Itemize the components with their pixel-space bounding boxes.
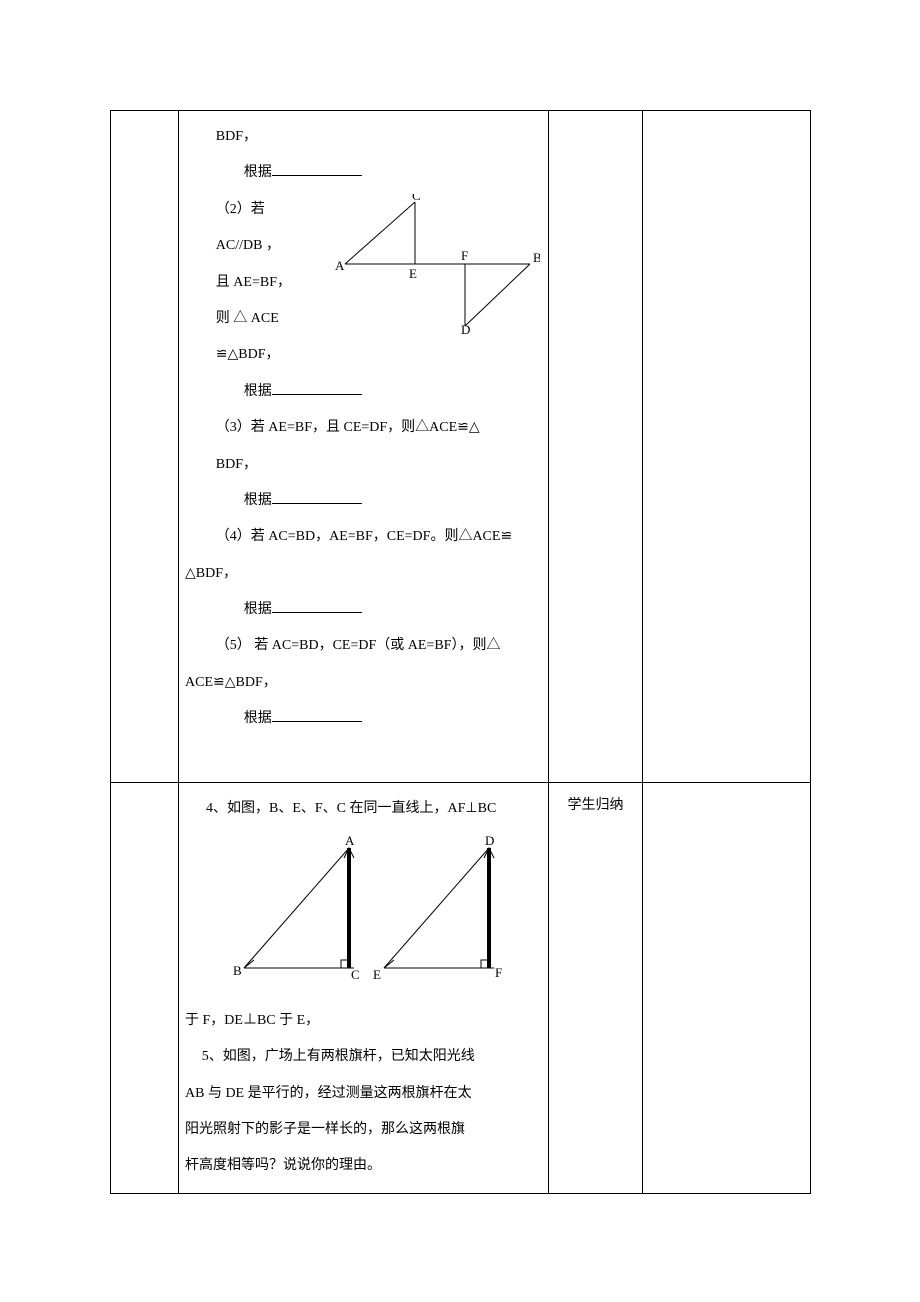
p3: （3）若 AE=BF，且 CE=DF，则△ACE≌△ (185, 410, 542, 446)
label2-B: B (233, 963, 242, 978)
p5: （5） 若 AC=BD，CE=DF（或 AE=BF），则△ (185, 628, 542, 664)
label2-C: C (351, 967, 360, 982)
col3-r2-text: 学生归纳 (549, 783, 642, 830)
col2-r2: 4、如图，B、E、F、C 在同一直线上，AF⊥BC (179, 783, 549, 1194)
q5a: 5、如图，广场上有两根旗杆，已知太阳光线 (185, 1039, 542, 1075)
genju-label-5: 根据 (244, 711, 272, 726)
col1-r1 (111, 111, 179, 783)
label2-A: A (345, 833, 355, 848)
label-E: E (409, 266, 417, 281)
blank-4 (272, 599, 362, 613)
col4-r1 (643, 111, 811, 783)
figure-1: A B C D E F (335, 194, 540, 349)
p3b: BDF， (185, 447, 542, 483)
lesson-table: BDF， 根据 A (110, 110, 811, 1194)
text-genju-1: 根据 (185, 155, 542, 191)
genju-label: 根据 (244, 165, 272, 180)
col1-r2 (111, 783, 179, 1194)
blank-1 (272, 162, 362, 176)
q5b: AB 与 DE 是平行的，经过测量这两根旗杆在太 (185, 1076, 542, 1112)
p5b: ACE≌△BDF， (185, 665, 542, 701)
col4-r2 (643, 783, 811, 1194)
col2-r1: BDF， 根据 A (179, 111, 549, 783)
label2-F: F (495, 965, 502, 980)
genju-label-3: 根据 (244, 493, 272, 508)
p4: （4）若 AC=BD，AE=BF，CE=DF。则△ACE≌ (185, 519, 542, 555)
blank-3 (272, 490, 362, 504)
label-B: B (533, 250, 540, 265)
label-A: A (335, 258, 345, 273)
text-genju-3: 根据 (185, 483, 542, 519)
blank-5 (272, 708, 362, 722)
text-genju-4: 根据 (185, 592, 542, 628)
genju-label-2: 根据 (244, 384, 272, 399)
label-C: C (412, 194, 421, 203)
col3-r1 (549, 111, 643, 783)
col3-r2: 学生归纳 (549, 783, 643, 1194)
label-F: F (461, 248, 468, 263)
p4b: △BDF， (185, 556, 542, 592)
label2-E: E (373, 967, 381, 982)
q5d: 杆高度相等吗？说说你的理由。 (185, 1148, 542, 1184)
figure-2: A B C D E F (185, 833, 542, 998)
q5c: 阳光照射下的影子是一样长的，那么这两根旗 (185, 1112, 542, 1148)
text-bdf: BDF， (185, 119, 542, 155)
q4a: 4、如图，B、E、F、C 在同一直线上，AF⊥BC (185, 791, 542, 827)
text-genju-5: 根据 (185, 701, 542, 737)
q4b: 于 F，DE⊥BC 于 E， (185, 1003, 542, 1039)
label-D: D (461, 322, 470, 334)
genju-label-4: 根据 (244, 602, 272, 617)
label2-D: D (485, 833, 494, 848)
blank-2 (272, 381, 362, 395)
text-genju-2: 根据 (185, 374, 542, 410)
